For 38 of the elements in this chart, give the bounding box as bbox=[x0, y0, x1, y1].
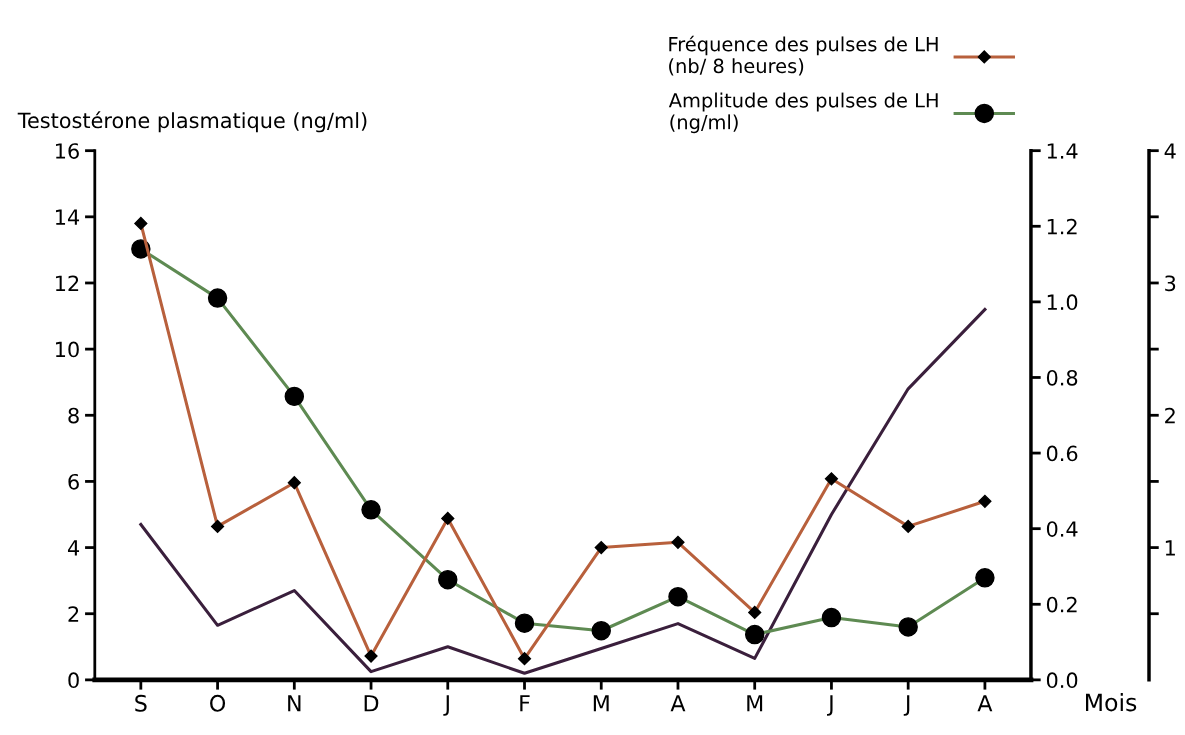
x-tick-label: S bbox=[135, 694, 147, 712]
x-tick-label: D bbox=[364, 695, 379, 712]
y3-tick-label: 2 bbox=[1165, 407, 1175, 424]
y-tick-label: 6 bbox=[68, 473, 79, 490]
y-tick-label: 16 bbox=[55, 143, 79, 159]
y-tick-label: 14 bbox=[55, 209, 80, 225]
y2-tick-label: 0.2 bbox=[1046, 596, 1077, 613]
x-tick-label: M bbox=[593, 695, 609, 712]
x-tick-label: M bbox=[747, 695, 763, 712]
x-tick-label: F bbox=[520, 695, 530, 712]
y2-tick-label: 1.2 bbox=[1047, 218, 1077, 235]
line-series bbox=[139, 307, 987, 675]
x-tick-label: J bbox=[903, 695, 910, 716]
y-tick-label: 10 bbox=[55, 341, 79, 358]
y3-tick-label: 1 bbox=[1165, 540, 1175, 556]
y-tick-label: 4 bbox=[67, 540, 80, 556]
y-tick-label: 8 bbox=[68, 407, 79, 424]
y-tick-label: 0 bbox=[68, 672, 79, 689]
x-axis-title: Mois bbox=[1086, 693, 1137, 712]
y2-tick-label: 0.0 bbox=[1046, 672, 1078, 689]
y2-tick-label: 0.4 bbox=[1046, 521, 1078, 537]
y3-tick-label: 3 bbox=[1165, 275, 1176, 292]
legend-label: Fréquence des pulses de LH (nb/ 8 heures) bbox=[669, 35, 938, 76]
x-tick-label: J bbox=[827, 695, 833, 716]
y2-tick-label: 1.4 bbox=[1047, 143, 1078, 159]
y2-tick-label: 0.6 bbox=[1046, 445, 1078, 462]
y2-tick-label: 0.8 bbox=[1046, 369, 1078, 386]
x-tick-label: A bbox=[977, 695, 993, 712]
y-axis-title: Testostérone plasmatique (ng/ml) bbox=[17, 111, 367, 133]
y2-tick-label: 1.0 bbox=[1047, 294, 1078, 311]
y3-tick-label: 4 bbox=[1164, 143, 1176, 159]
y-tick-label: 12 bbox=[55, 275, 79, 291]
x-tick-label: J bbox=[443, 695, 449, 716]
legend-label: Amplitude des pulses de LH (ng/ml) bbox=[668, 92, 938, 134]
x-tick-label: A bbox=[670, 695, 686, 712]
y-tick-label: 2 bbox=[68, 606, 79, 622]
x-tick-label: O bbox=[210, 694, 226, 712]
x-tick-label: N bbox=[288, 695, 301, 712]
